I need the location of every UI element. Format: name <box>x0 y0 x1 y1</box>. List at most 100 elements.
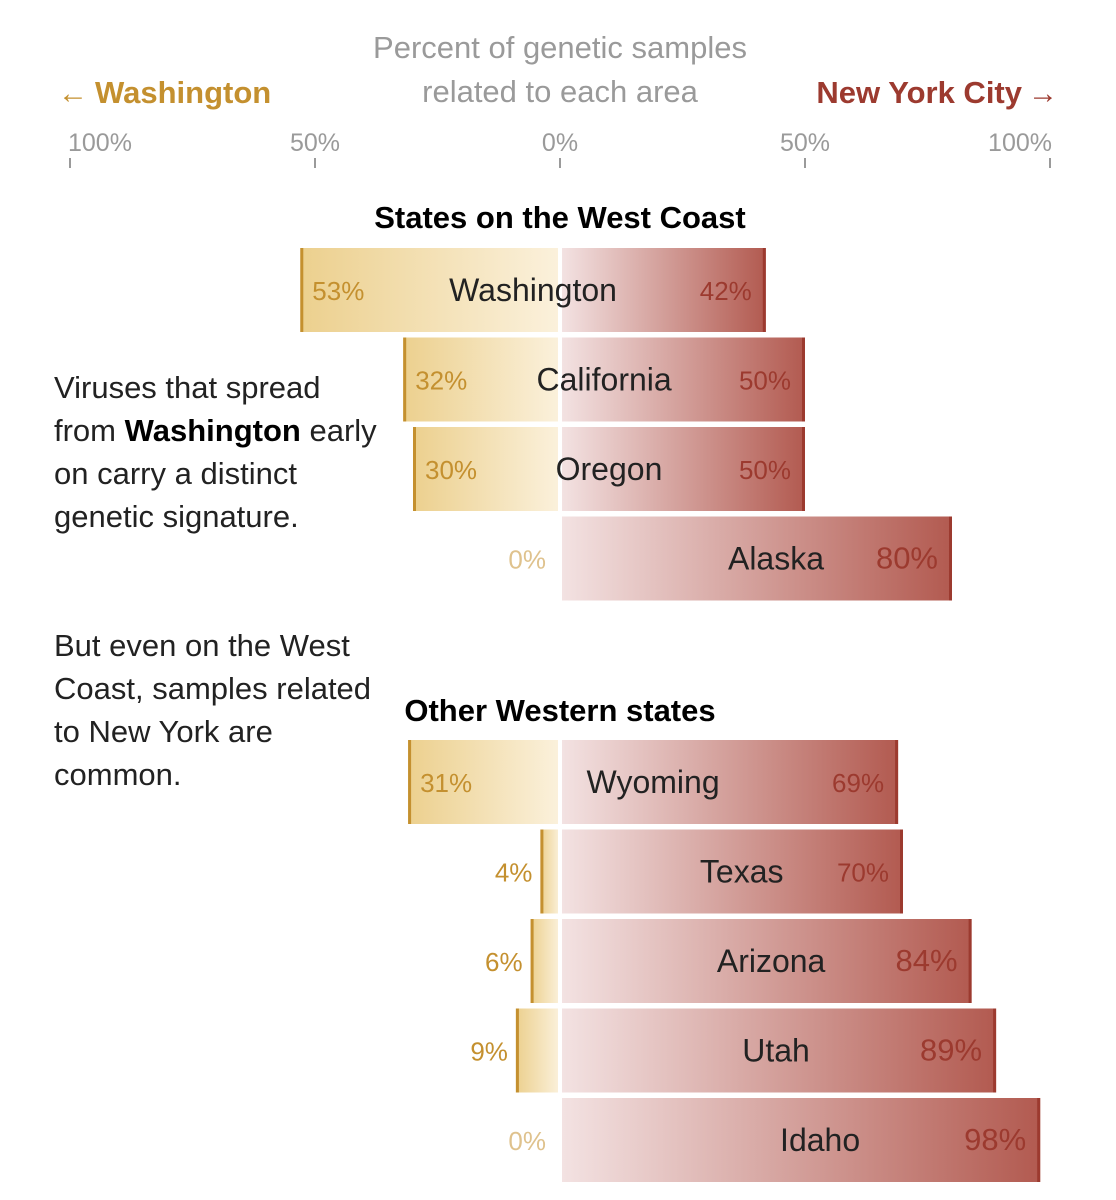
nyc-bar-edge <box>968 919 972 1003</box>
center-divider <box>558 1098 562 1182</box>
bar-row: 30% 50% Oregon <box>413 427 805 511</box>
washington-bar-edge <box>413 427 416 511</box>
washington-bar-edge <box>515 1008 519 1093</box>
center-divider <box>558 427 562 511</box>
washington-bar <box>403 337 560 422</box>
bar-row: 53% 42% Washington <box>300 248 766 332</box>
state-label: Arizona <box>717 943 826 979</box>
nyc-bar-edge <box>802 337 805 422</box>
washington-value-label: 4% <box>495 858 533 888</box>
nyc-value-label: 50% <box>739 366 791 396</box>
nyc-value-label: 84% <box>896 943 958 978</box>
washington-bar <box>530 919 560 1003</box>
nyc-bar <box>562 337 805 422</box>
washington-bar-edge <box>530 919 534 1003</box>
right-arrow-icon: → <box>1028 77 1058 110</box>
nyc-bar <box>562 248 766 332</box>
nyc-bar <box>562 1098 1041 1182</box>
nyc-bar <box>562 740 899 824</box>
axis-tick-label: 0% <box>542 129 578 157</box>
nyc-bar <box>562 919 972 1003</box>
center-divider <box>558 919 562 1003</box>
x-axis: 100% 50% 0% 50% 100% <box>68 129 1052 168</box>
state-label: Washington <box>449 272 617 308</box>
nyc-bar-edge <box>949 516 952 601</box>
bar-row: 4% 70% Texas <box>495 829 903 914</box>
bar-row: 9% 89% Utah <box>470 1008 997 1093</box>
nyc-value-label: 50% <box>739 455 791 485</box>
bar-row: 32% 50% California <box>403 337 805 422</box>
state-label: Utah <box>742 1033 810 1069</box>
nyc-value-label: 69% <box>832 768 884 798</box>
washington-legend-label: Washington <box>95 75 271 110</box>
washington-bar-edge <box>403 337 407 422</box>
washington-bar-edge <box>300 248 304 332</box>
center-divider <box>558 516 562 601</box>
nyc-bar <box>562 427 805 511</box>
group-title: States on the West Coast <box>374 200 746 235</box>
axis-tick-label: 50% <box>290 129 340 157</box>
nyc-value-label: 80% <box>876 541 938 576</box>
center-divider <box>558 740 562 824</box>
nyc-bar <box>562 1008 997 1093</box>
center-divider <box>558 337 562 422</box>
center-divider <box>558 829 562 914</box>
washington-bar <box>413 427 560 511</box>
nyc-value-label: 42% <box>700 276 752 306</box>
washington-bar-edge <box>540 829 544 914</box>
washington-value-label: 0% <box>508 1126 546 1156</box>
washington-bar <box>540 829 560 914</box>
axis-tick-label: 100% <box>988 129 1052 157</box>
group-title: Other Western states <box>404 693 715 728</box>
center-divider <box>558 248 562 332</box>
nyc-bar-edge <box>993 1008 997 1093</box>
bar-row: 0% 80% Alaska <box>508 516 952 601</box>
washington-bar <box>408 740 560 824</box>
bar-group: States on the West Coast 53% 42% Washington… <box>300 200 952 601</box>
state-label: Idaho <box>780 1122 860 1158</box>
washington-value-label: 53% <box>312 276 364 306</box>
washington-value-label: 32% <box>415 366 467 396</box>
nyc-legend-label: New York City <box>816 75 1022 110</box>
washington-bar <box>515 1008 560 1093</box>
nyc-bar-edge <box>895 740 899 824</box>
nyc-bar-edge <box>900 829 903 914</box>
washington-value-label: 31% <box>420 768 472 798</box>
axis-tick-label: 100% <box>68 129 132 157</box>
chart-title-line1: Percent of genetic samples <box>373 30 747 65</box>
nyc-value-label: 70% <box>837 858 889 888</box>
nyc-value-label: 98% <box>964 1122 1026 1157</box>
washington-value-label: 30% <box>425 455 477 485</box>
state-label: Oregon <box>556 451 663 487</box>
nyc-bar-edge <box>1037 1098 1041 1182</box>
washington-value-label: 9% <box>470 1037 508 1067</box>
chart-title-line2: related to each area <box>422 74 699 109</box>
center-divider <box>558 1008 562 1093</box>
axis-tick-label: 50% <box>780 129 830 157</box>
bar-row: 31% 69% Wyoming <box>408 740 899 824</box>
washington-bar <box>300 248 560 332</box>
washington-value-label: 6% <box>485 947 523 977</box>
nyc-bar-edge <box>802 427 805 511</box>
state-label: Texas <box>700 854 784 890</box>
annotation-paragraph-1: Viruses that spread from Washington earl… <box>54 370 377 534</box>
bar-groups: States on the West Coast 53% 42% Washington… <box>300 200 1041 1182</box>
left-arrow-icon: ← <box>58 77 88 110</box>
washington-legend: ← Washington <box>58 75 271 110</box>
nyc-value-label: 89% <box>920 1033 982 1068</box>
nyc-legend: New York City → <box>816 75 1058 110</box>
annotation-paragraph-2: But even on the West Coast, samples rela… <box>54 628 372 792</box>
bar-group: Other Western states 31% 69% Wyoming 4% 70% Te… <box>404 693 1041 1182</box>
annotation-bold-washington: Washington <box>124 413 301 448</box>
nyc-bar-edge <box>762 248 766 332</box>
state-label: Wyoming <box>587 764 720 800</box>
state-label: Alaska <box>728 541 824 577</box>
bar-row: 0% 98% Idaho <box>508 1098 1041 1182</box>
nyc-bar <box>562 516 952 601</box>
washington-value-label: 0% <box>508 545 546 575</box>
state-label: California <box>537 362 672 398</box>
washington-bar-edge <box>408 740 412 824</box>
nyc-bar <box>562 829 903 914</box>
bar-row: 6% 84% Arizona <box>485 919 972 1003</box>
